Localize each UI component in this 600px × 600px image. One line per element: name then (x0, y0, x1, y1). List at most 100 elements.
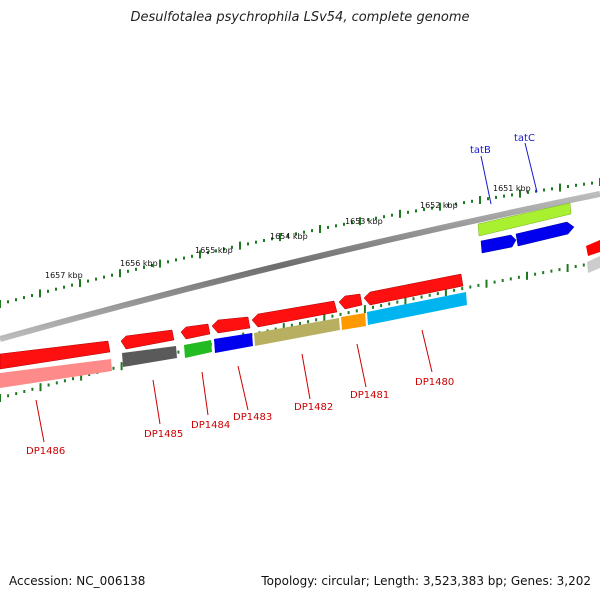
minor-tick (311, 229, 313, 233)
leader-DP1486 (35, 399, 45, 443)
gene-label-tatB[interactable]: tatB (470, 145, 491, 156)
minor-tick (88, 373, 91, 376)
minor-tick (517, 275, 520, 279)
minor-tick (87, 279, 89, 283)
minor-tick (455, 202, 457, 206)
minor-tick (447, 203, 449, 207)
gene-DP1480-box[interactable] (367, 292, 467, 325)
gene-arrow-red-4[interactable] (211, 316, 251, 334)
gene-arrow-red-6[interactable] (338, 293, 363, 310)
minor-tick (388, 302, 391, 306)
minor-tick (463, 201, 465, 205)
minor-tick (380, 304, 383, 308)
minor-tick (7, 394, 10, 398)
major-tick (79, 279, 81, 288)
gene-arrow-red-2[interactable] (120, 329, 175, 350)
minor-tick (535, 189, 537, 193)
gene-label-tatC[interactable]: tatC (514, 133, 535, 144)
kbp-label-1654: 1654 kbp (270, 232, 308, 241)
minor-tick (63, 285, 65, 289)
gene-tatC-box[interactable] (515, 221, 575, 247)
outer-tick-track (0, 178, 600, 308)
minor-tick (347, 311, 350, 315)
minor-tick (55, 287, 57, 291)
minor-tick (111, 273, 113, 277)
gene-label-DP1481[interactable]: DP1481 (350, 390, 389, 401)
gene-arrow-red-7[interactable] (363, 273, 464, 306)
minor-tick (274, 327, 277, 331)
gene-DP1482-box[interactable] (254, 318, 340, 346)
kbp-label-1655: 1655 kbp (195, 246, 233, 255)
minor-tick (299, 322, 301, 325)
minor-tick (175, 258, 177, 262)
major-tick (444, 288, 447, 296)
minor-tick (151, 264, 153, 267)
gene-label-DP1484[interactable]: DP1484 (191, 420, 230, 431)
minor-tick (290, 323, 293, 327)
minor-tick (255, 240, 257, 244)
major-tick (479, 196, 481, 204)
major-tick (485, 279, 488, 288)
minor-tick (191, 254, 193, 258)
major-tick (119, 269, 121, 278)
gene-DP1481-box[interactable] (341, 313, 366, 330)
gene-DP1485-box[interactable] (122, 346, 177, 367)
leader-DP1481 (356, 343, 367, 388)
leader-DP1484 (201, 371, 209, 416)
kbp-label-1656: 1656 kbp (120, 259, 158, 268)
minor-tick (177, 350, 180, 354)
minor-tick (396, 300, 399, 304)
minor-tick (315, 318, 318, 322)
minor-tick (542, 271, 545, 275)
minor-tick (423, 208, 425, 211)
major-tick (404, 296, 407, 305)
kbp-label-1657: 1657 kbp (45, 271, 83, 280)
minor-tick (287, 234, 289, 237)
gene-DP1484-box[interactable] (184, 340, 212, 358)
gene-label-DP1483[interactable]: DP1483 (233, 412, 272, 423)
gene-tatB-box[interactable] (480, 234, 517, 254)
gene-arrow-red-3[interactable] (180, 323, 211, 340)
genome-backbone (0, 191, 600, 342)
gene-label-DP1485[interactable]: DP1485 (144, 429, 183, 440)
minor-tick (63, 379, 66, 383)
minor-tick (391, 213, 393, 217)
outer-gene-track (477, 202, 600, 273)
gene-edge-grey[interactable] (587, 256, 600, 273)
leader-DP1482 (301, 353, 311, 400)
minor-tick (15, 392, 18, 396)
minor-tick (143, 265, 145, 269)
gene-edge-red[interactable] (586, 240, 600, 256)
gene-DP1486-box[interactable] (0, 359, 112, 388)
kbp-label-1651: 1651 kbp (493, 184, 531, 193)
minor-tick (415, 209, 417, 213)
minor-tick (543, 188, 545, 192)
minor-tick (509, 277, 512, 281)
minor-tick (591, 181, 593, 185)
minor-tick (428, 293, 431, 297)
gene-tatB-arrow[interactable] (477, 202, 572, 237)
kbp-label-1653: 1653 kbp (345, 217, 383, 226)
minor-tick (327, 225, 329, 229)
gene-label-DP1482[interactable]: DP1482 (294, 402, 333, 413)
minor-tick (501, 279, 504, 282)
gene-DP1483-box[interactable] (214, 333, 253, 353)
minor-tick (335, 224, 337, 228)
minor-tick (307, 320, 310, 324)
minor-tick (103, 275, 105, 279)
minor-tick (351, 221, 353, 225)
gene-arrow-red-1[interactable] (0, 340, 111, 370)
minor-tick (527, 190, 529, 194)
major-tick (120, 362, 123, 371)
major-tick (159, 259, 161, 268)
accession-text: Accession: NC_006138 (9, 574, 146, 588)
minor-tick (503, 194, 505, 198)
gene-label-DP1486[interactable]: DP1486 (26, 446, 65, 457)
minor-tick (303, 230, 305, 234)
minor-tick (407, 210, 409, 214)
minor-tick (339, 312, 342, 316)
minor-tick (469, 285, 472, 289)
gene-label-DP1480[interactable]: DP1480 (415, 377, 454, 388)
gene-arrow-red-5[interactable] (251, 300, 338, 328)
